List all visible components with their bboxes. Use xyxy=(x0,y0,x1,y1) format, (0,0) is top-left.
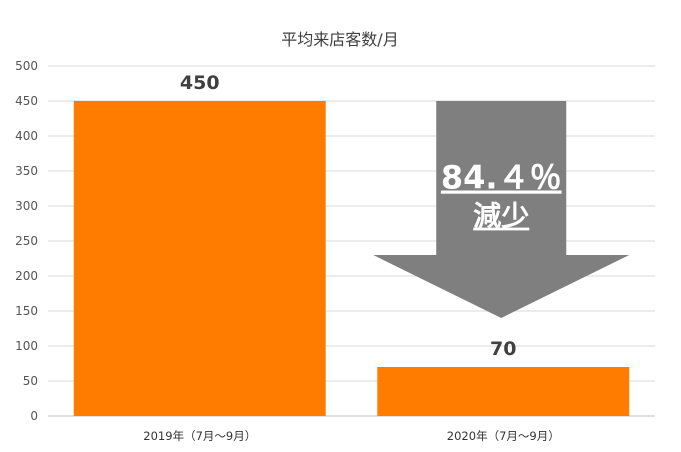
bar xyxy=(73,101,326,416)
y-tick-label: 0 xyxy=(30,409,38,423)
x-tick-label: 2019年（7月～9月） xyxy=(143,429,256,443)
y-tick-label: 400 xyxy=(15,129,38,143)
decrease-callout: 84.４％ 減少 xyxy=(373,101,630,318)
x-axis: 2019年（7月～9月） 2020年（7月～9月） xyxy=(143,429,559,443)
y-tick-label: 100 xyxy=(15,339,38,353)
data-labels: 450 70 xyxy=(180,72,517,360)
callout-percent: 84.４％ xyxy=(441,159,562,197)
y-tick-label: 50 xyxy=(23,374,38,388)
down-arrow xyxy=(373,101,630,318)
data-label: 450 xyxy=(180,72,220,94)
y-tick-label: 250 xyxy=(15,234,38,248)
y-tick-label: 200 xyxy=(15,269,38,283)
data-label: 70 xyxy=(490,338,516,360)
y-tick-label: 500 xyxy=(15,59,38,73)
y-tick-label: 450 xyxy=(15,94,38,108)
y-tick-label: 300 xyxy=(15,199,38,213)
y-tick-label: 150 xyxy=(15,304,38,318)
chart-title: 平均来店客数/月 xyxy=(281,30,398,49)
bars xyxy=(73,101,630,416)
y-axis: 0 50 100 150 200 250 300 350 400 450 500 xyxy=(15,59,38,423)
x-tick-label: 2020年（7月～9月） xyxy=(447,429,560,443)
callout-decrease: 減少 xyxy=(473,200,529,233)
y-tick-label: 350 xyxy=(15,164,38,178)
bar xyxy=(377,367,630,416)
